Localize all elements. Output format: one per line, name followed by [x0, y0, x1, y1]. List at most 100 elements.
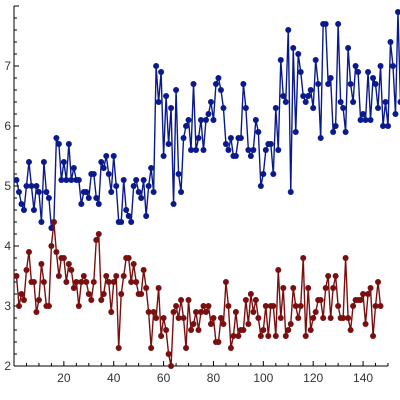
data-point — [33, 183, 40, 189]
data-point — [340, 105, 347, 111]
data-point — [287, 321, 294, 327]
data-point — [372, 303, 379, 309]
data-point — [297, 69, 304, 75]
data-point — [280, 285, 287, 291]
data-point — [163, 93, 170, 99]
data-point — [235, 333, 242, 339]
data-point — [113, 183, 120, 189]
data-point — [225, 147, 232, 153]
data-point — [103, 273, 110, 279]
x-tick-label: 20 — [57, 371, 71, 385]
data-point — [83, 189, 90, 195]
data-point — [175, 171, 182, 177]
data-point — [360, 291, 367, 297]
data-point — [160, 315, 167, 321]
data-point — [332, 123, 339, 129]
data-point — [33, 309, 40, 315]
data-point — [332, 273, 339, 279]
data-point — [153, 315, 160, 321]
data-point — [28, 183, 35, 189]
data-point — [193, 147, 200, 153]
data-point — [93, 237, 100, 243]
data-point — [128, 219, 135, 225]
data-point — [125, 255, 132, 261]
data-point — [55, 273, 62, 279]
data-point — [342, 129, 349, 135]
data-point — [230, 333, 237, 339]
data-point — [50, 219, 57, 225]
data-point — [183, 345, 190, 351]
data-point — [257, 183, 264, 189]
x-tick-label: 140 — [353, 371, 373, 385]
data-point — [205, 303, 212, 309]
data-point — [285, 27, 292, 33]
data-point — [232, 153, 239, 159]
data-point — [337, 99, 344, 105]
data-point — [93, 195, 100, 201]
data-point — [195, 135, 202, 141]
data-point — [227, 135, 234, 141]
data-point — [138, 195, 145, 201]
data-point — [193, 309, 200, 315]
data-point — [120, 273, 127, 279]
data-point — [133, 279, 140, 285]
data-point — [347, 327, 354, 333]
data-point — [232, 309, 239, 315]
data-point — [38, 219, 45, 225]
data-point — [30, 207, 37, 213]
data-point — [377, 303, 384, 309]
data-point — [340, 315, 347, 321]
data-point — [118, 291, 125, 297]
data-point — [357, 297, 364, 303]
data-point — [63, 279, 70, 285]
data-point — [372, 81, 379, 87]
data-point — [130, 183, 137, 189]
data-point — [190, 81, 197, 87]
data-point — [315, 81, 322, 87]
data-point — [380, 123, 387, 129]
data-point — [85, 291, 92, 297]
data-point — [295, 51, 302, 57]
data-point — [260, 171, 267, 177]
data-point — [265, 333, 272, 339]
data-point — [123, 207, 130, 213]
data-point — [188, 147, 195, 153]
data-point — [65, 141, 72, 147]
data-point — [178, 297, 185, 303]
data-point — [90, 171, 97, 177]
data-point — [98, 297, 105, 303]
data-point — [38, 261, 45, 267]
data-point — [320, 315, 327, 321]
data-point — [173, 303, 180, 309]
data-point — [240, 81, 247, 87]
data-point — [115, 345, 122, 351]
data-point — [210, 117, 217, 123]
data-point — [335, 21, 342, 27]
data-point — [45, 303, 52, 309]
data-point — [125, 213, 132, 219]
data-point — [255, 315, 262, 321]
x-tick-label: 120 — [303, 371, 323, 385]
data-point — [68, 177, 75, 183]
data-point — [25, 159, 32, 165]
data-point — [367, 117, 374, 123]
data-point — [130, 261, 137, 267]
data-point — [200, 147, 207, 153]
data-point — [222, 141, 229, 147]
data-point — [247, 153, 254, 159]
data-point — [150, 309, 157, 315]
y-tick-label: 3 — [4, 299, 11, 313]
data-point — [108, 309, 115, 315]
data-point — [277, 57, 284, 63]
x-tick-label: 100 — [253, 371, 273, 385]
data-point — [360, 111, 367, 117]
data-point — [143, 213, 150, 219]
data-point — [394, 9, 400, 15]
data-point — [23, 183, 30, 189]
data-point — [370, 333, 377, 339]
data-point — [60, 159, 67, 165]
data-point — [78, 279, 85, 285]
data-point — [305, 285, 312, 291]
data-point — [63, 177, 70, 183]
data-point — [13, 273, 20, 279]
